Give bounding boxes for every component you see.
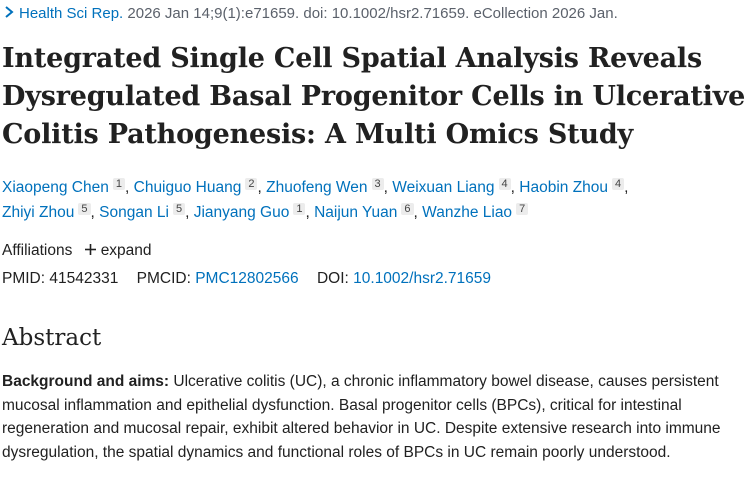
author-item: Weixuan Liang 4, <box>392 178 520 196</box>
author-item: Zhuofeng Wen 3, <box>266 178 393 196</box>
author-link[interactable]: Chuiguo Huang <box>133 179 242 196</box>
author-item: Haobin Zhou 4, <box>519 178 629 196</box>
author-link[interactable]: Zhiyi Zhou <box>2 204 75 221</box>
author-item: Wanzhe Liao 7 <box>422 203 529 221</box>
affiliation-badge[interactable]: 7 <box>516 203 529 215</box>
author-item: Naijun Yuan 6, <box>314 203 423 221</box>
author-link[interactable]: Haobin Zhou <box>519 179 609 196</box>
affiliation-badge[interactable]: 3 <box>371 178 384 190</box>
author-item: Chuiguo Huang 2, <box>133 178 267 196</box>
abstract-section-label: Background and aims: <box>2 373 170 390</box>
author-item: Xiaopeng Chen 1, <box>2 178 134 196</box>
authors-list: Xiaopeng Chen 1, Chuiguo Huang 2, Zhuofeng… <box>2 175 747 225</box>
doi-label: DOI: <box>316 270 349 287</box>
expand-affiliations-button[interactable]: expand <box>84 242 152 259</box>
journal-link[interactable]: Health Sci Rep. <box>19 5 124 22</box>
affiliation-badge[interactable]: 4 <box>612 178 625 190</box>
abstract-paragraph: Background and aims: Ulcerative colitis … <box>2 370 747 464</box>
abstract-text: Ulcerative colitis (UC), a chronic infla… <box>2 373 721 461</box>
abstract-heading: Abstract <box>2 325 102 351</box>
author-link[interactable]: Jianyang Guo <box>193 204 290 221</box>
author-link[interactable]: Songan Li <box>99 204 169 221</box>
author-link[interactable]: Weixuan Liang <box>392 179 495 196</box>
affiliation-badge[interactable]: 1 <box>293 203 306 215</box>
citation-details: 2026 Jan 14;9(1):e71659. doi: 10.1002/hs… <box>127 5 618 22</box>
identifiers-row: PMID: 41542331 PMCID: PMC12802566 DOI: 1… <box>2 270 491 288</box>
author-link[interactable]: Naijun Yuan <box>314 204 398 221</box>
author-link[interactable]: Zhuofeng Wen <box>266 179 368 196</box>
article-title: Integrated Single Cell Spatial Analysis … <box>2 43 746 150</box>
plus-icon <box>84 244 96 255</box>
author-item: Songan Li 5, <box>99 203 194 221</box>
pmid-value: 41542331 <box>49 270 119 287</box>
pmcid-link[interactable]: PMC12802566 <box>195 270 299 287</box>
affiliation-badge[interactable]: 1 <box>112 178 125 190</box>
affiliations-label: Affiliations <box>2 242 73 259</box>
expand-label: expand <box>100 242 152 259</box>
affiliation-badge[interactable]: 2 <box>245 178 258 190</box>
citation-line: Health Sci Rep. 2026 Jan 14;9(1):e71659.… <box>2 5 618 22</box>
author-link[interactable]: Wanzhe Liao <box>422 204 513 221</box>
affiliation-badge[interactable]: 6 <box>401 203 414 215</box>
affiliations-row: Affiliations expand <box>2 242 152 260</box>
affiliation-badge[interactable]: 5 <box>172 203 186 215</box>
affiliation-badge[interactable]: 5 <box>78 203 91 215</box>
author-item: Jianyang Guo 1, <box>193 203 315 221</box>
pmid-label: PMID: <box>2 270 46 287</box>
affiliation-badge[interactable]: 4 <box>498 178 511 190</box>
author-link[interactable]: Xiaopeng Chen <box>2 179 109 196</box>
doi-link[interactable]: 10.1002/hsr2.71659 <box>353 270 492 287</box>
author-item: Zhiyi Zhou 5, <box>2 203 100 221</box>
pmcid-label: PMCID: <box>136 270 191 287</box>
chevron-right-icon <box>5 6 14 18</box>
